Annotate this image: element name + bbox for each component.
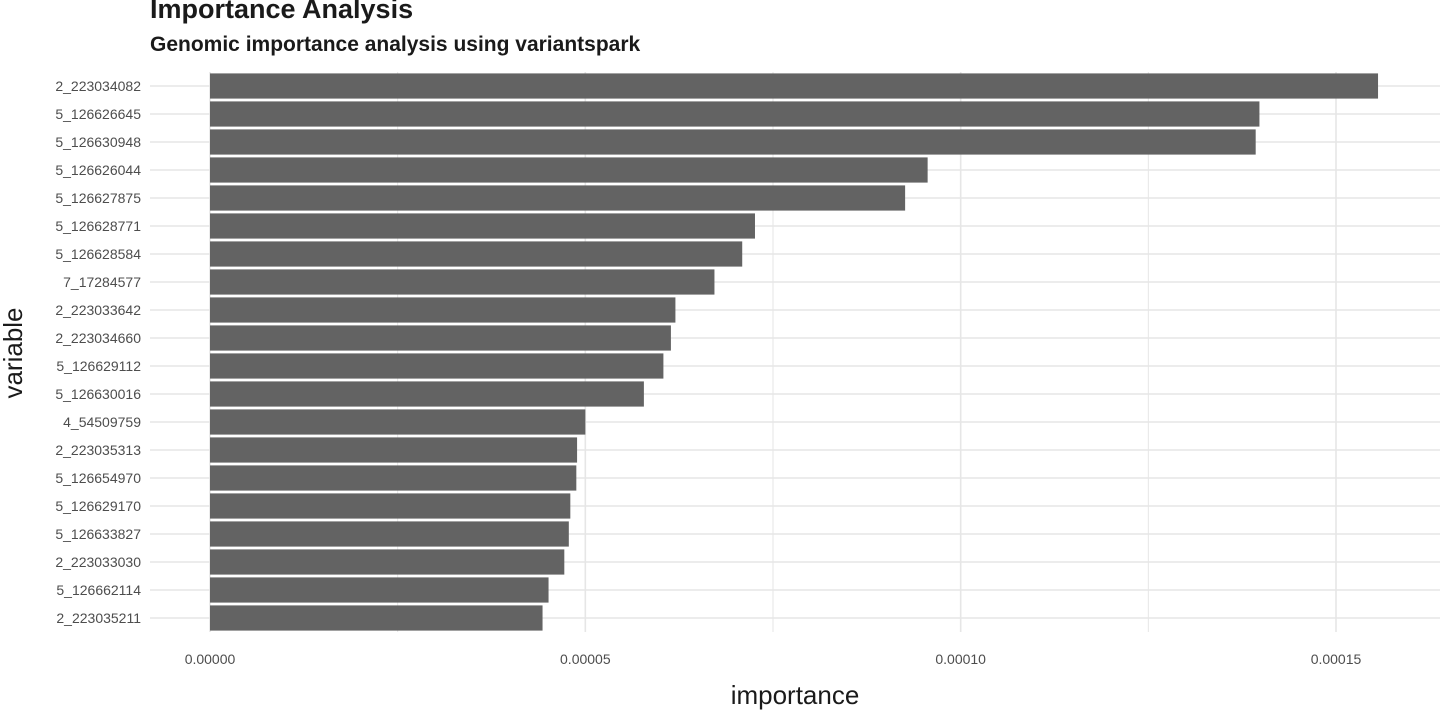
x-tick-label: 0.00000 <box>185 651 236 667</box>
y-tick-label: 5_126626044 <box>55 162 141 178</box>
bar <box>210 437 578 463</box>
bar <box>210 409 586 435</box>
y-tick-label: 5_126654970 <box>55 470 141 486</box>
bar <box>210 73 1379 99</box>
grid-layer <box>150 72 1440 632</box>
bar <box>210 493 571 519</box>
chart-subtitle: Genomic importance analysis using varian… <box>150 33 641 56</box>
bar <box>210 325 671 351</box>
y-tick-labels: 2_223034082 5_126626645 5_126630948 5_12662… <box>55 78 141 626</box>
y-tick-label: 2_223034082 <box>55 78 141 94</box>
bar <box>210 129 1256 155</box>
bar <box>210 381 644 407</box>
y-tick-label: 5_126630948 <box>55 134 141 150</box>
bar <box>210 297 676 323</box>
y-tick-label: 2_223034660 <box>55 330 141 346</box>
bar <box>210 605 543 631</box>
x-tick-labels: 0.00000 0.00005 0.00010 0.00015 <box>185 651 1362 667</box>
y-tick-label: 5_126627875 <box>55 190 141 206</box>
bar <box>210 101 1260 127</box>
bar <box>210 213 755 239</box>
y-tick-label: 4_54509759 <box>63 414 141 430</box>
y-tick-label: 5_126626645 <box>55 106 141 122</box>
y-tick-label: 5_126629112 <box>56 358 141 374</box>
y-tick-label: 2_223033642 <box>55 302 141 318</box>
y-tick-label: 5_126628584 <box>55 246 141 262</box>
bar <box>210 241 743 267</box>
bar <box>210 269 715 295</box>
y-axis-title: variable <box>0 307 28 398</box>
bar <box>210 549 565 575</box>
x-axis-title: importance <box>731 680 860 710</box>
y-tick-label: 5_126633827 <box>55 526 141 542</box>
y-tick-label: 2_223035313 <box>55 442 141 458</box>
bar <box>210 577 549 603</box>
x-tick-label: 0.00005 <box>560 651 611 667</box>
bar <box>210 185 906 211</box>
x-tick-label: 0.00015 <box>1311 651 1362 667</box>
x-tick-label: 0.00010 <box>935 651 986 667</box>
bar <box>210 157 928 183</box>
bar <box>210 465 577 491</box>
y-tick-label: 5_126629170 <box>55 498 141 514</box>
y-tick-label: 2_223033030 <box>55 554 141 570</box>
y-tick-label: 5_126662114 <box>56 582 141 598</box>
bar <box>210 521 569 547</box>
bar <box>210 353 664 379</box>
y-tick-label: 5_126630016 <box>55 386 141 402</box>
bar-layer <box>210 73 1379 631</box>
y-tick-label: 2_223035211 <box>56 610 141 626</box>
y-tick-label: 5_126628771 <box>55 218 141 234</box>
y-tick-label: 7_17284577 <box>63 274 141 290</box>
chart-title: Importance Analysis <box>150 0 414 24</box>
